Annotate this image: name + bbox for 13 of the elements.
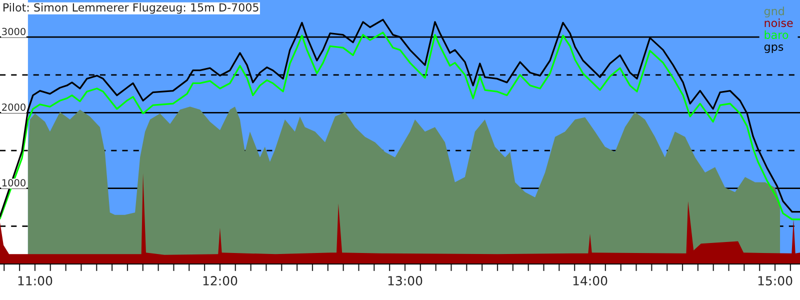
x-tick-label: 11:00 (18, 276, 52, 286)
x-tick-label: 12:00 (203, 276, 238, 286)
x-tick-label: 15:00 (758, 276, 792, 286)
text: baro (764, 30, 788, 39)
y-tick-label: 2000 (2, 103, 26, 111)
y-tick-label: 3000 (2, 28, 26, 36)
text: gnd (764, 6, 784, 18)
text: gps (764, 44, 784, 54)
y-tick-label: 1000 (2, 179, 26, 186)
x-tick-label: 14:00 (573, 276, 608, 286)
text: noise (764, 18, 793, 28)
x-tick-label: 13:00 (388, 276, 422, 286)
chart-title: Pilot: Simon Lemmerer Flugzeug: 15m D-7005 (3, 3, 258, 14)
